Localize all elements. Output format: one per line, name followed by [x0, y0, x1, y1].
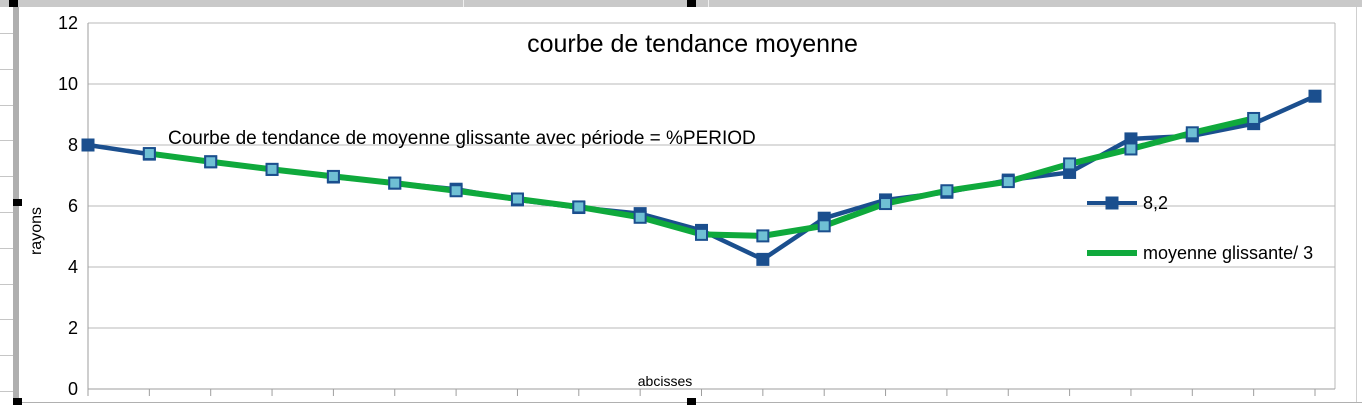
- trendline-equation-label: Courbe de tendance de moyenne glissante …: [168, 128, 756, 149]
- series1-marker-swatch: [1105, 196, 1119, 210]
- sheet-row-divider: [0, 247, 13, 249]
- y-tick-label: 10: [57, 74, 78, 94]
- series2-data-point: [326, 169, 340, 183]
- chart-title: courbe de tendance moyenne: [527, 30, 858, 58]
- series1-data-point: [756, 252, 770, 266]
- sheet-row-divider: [0, 355, 13, 357]
- selection-handle-top-left[interactable]: [9, 0, 18, 7]
- series2-data-point: [1247, 111, 1261, 125]
- sheet-column-divider: [708, 0, 709, 7]
- y-tick-label: 8: [67, 135, 78, 155]
- series2-data-point: [572, 200, 586, 214]
- series2-data-point: [756, 229, 770, 243]
- y-tick-label: 2: [67, 318, 78, 338]
- sheet-column-strip: [0, 7, 13, 402]
- sheet-row-strip: [0, 0, 1362, 7]
- y-tick-label: 6: [67, 196, 78, 216]
- legend-label: moyenne glissante/ 3: [1143, 242, 1314, 263]
- sheet-row-divider: [0, 33, 13, 34]
- series2-data-point: [1185, 126, 1199, 140]
- sheet-row-divider: [0, 319, 13, 321]
- sheet-row-divider: [0, 283, 13, 285]
- y-tick-label: 12: [57, 13, 78, 33]
- series2-data-point: [879, 197, 893, 211]
- sheet-row-divider: [0, 104, 13, 106]
- legend-label: 8,2: [1143, 192, 1169, 213]
- series2-data-point: [1001, 175, 1015, 189]
- sheet-right-border: [1356, 7, 1357, 402]
- series2-data-point: [510, 192, 524, 206]
- series2-data-point: [449, 184, 463, 198]
- legend-item-series2[interactable]: moyenne glissante/ 3: [1087, 242, 1313, 264]
- y-tick-label: 0: [67, 379, 78, 399]
- sheet-row-divider: [0, 68, 13, 70]
- series2-data-point: [817, 219, 831, 233]
- series2-data-point: [388, 176, 402, 190]
- series2-data-point: [1124, 142, 1138, 156]
- legend-item-series1[interactable]: 8,2: [1087, 192, 1168, 214]
- series1-data-point: [1124, 132, 1138, 146]
- selection-handle-top-middle[interactable]: [687, 0, 696, 7]
- series1-data-point: [1308, 89, 1322, 103]
- sheet-row-divider: [0, 391, 13, 392]
- series1-data-point: [81, 138, 95, 152]
- y-tick-label: 4: [67, 257, 78, 277]
- sheet-row-divider: [0, 212, 13, 213]
- sheet-column-divider: [463, 0, 464, 7]
- selection-handle-left-middle[interactable]: [13, 199, 22, 206]
- x-axis-title: abcisses: [637, 373, 693, 389]
- series2-data-point: [204, 155, 218, 169]
- legend-key-line: [1087, 242, 1137, 264]
- series2-line-swatch: [1087, 250, 1137, 256]
- series2-data-point: [142, 147, 156, 161]
- sheet-row-divider: [0, 140, 13, 142]
- series2-data-point: [1063, 157, 1077, 171]
- series2-data-point: [940, 184, 954, 198]
- series2-data-point: [633, 210, 647, 224]
- selection-handle-bottom-middle[interactable]: [687, 398, 696, 405]
- legend-key-line-marker: [1087, 192, 1137, 214]
- selection-handle-bottom-left[interactable]: [13, 398, 22, 405]
- sheet-row-divider: [0, 176, 13, 178]
- series2-data-point: [265, 162, 279, 176]
- series2-data-point: [695, 227, 708, 241]
